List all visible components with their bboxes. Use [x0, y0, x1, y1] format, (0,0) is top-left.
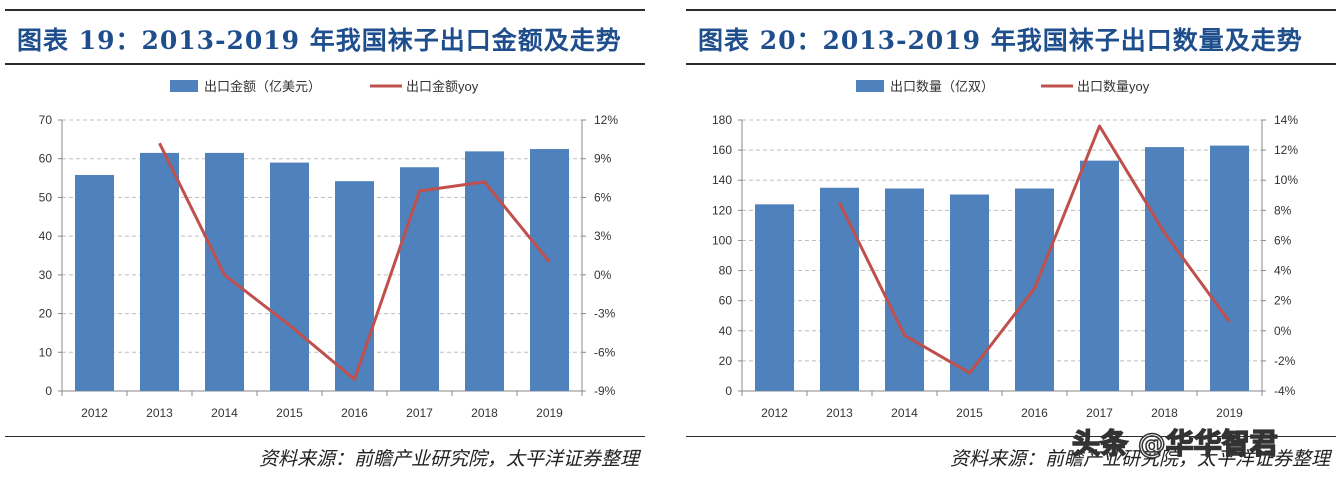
- bar-2013: [140, 152, 179, 391]
- y-right-tick-label: 10%: [1274, 173, 1298, 187]
- export-quantity-chart: 0 20 40 60 80 100 120 140 160 180 -4% -2% 0% 2% 4% 6% 8%…: [712, 79, 1298, 420]
- bar-2016: [335, 181, 374, 391]
- bar-2012: [755, 204, 794, 391]
- y-left-tick-label: 30: [39, 268, 53, 282]
- x-tick-label: 2012: [761, 406, 788, 420]
- y-right-tick-label: 4%: [1274, 264, 1292, 278]
- y-left-tick-label: 10: [39, 345, 53, 359]
- chart-title: 图表 20：2013-2019 年我国袜子出口数量及走势: [698, 26, 1303, 55]
- y-right-tick-label: 12%: [1274, 143, 1298, 157]
- export-value-chart: 0 10 20 30 40 50 60 70 -9% -6% -3% 0% 3% 6% 9% 12% 2012 2…: [39, 79, 619, 420]
- divider: [5, 436, 645, 437]
- y-left-tick-label: 80: [719, 264, 733, 278]
- y-left-tick-label: 20: [39, 307, 53, 321]
- legend-line-label: 出口金额yoy: [406, 79, 479, 94]
- y-left-tick-label: 60: [39, 152, 53, 166]
- y-right-tick-label: 12%: [594, 113, 618, 127]
- y-right-tick-label: 9%: [594, 152, 612, 166]
- chart-panel-export-quantity: 图表 20：2013-2019 年我国袜子出口数量及走势 0 20 40 60 80 10…: [686, 0, 1336, 478]
- y-right-tick-label: 2%: [1274, 294, 1292, 308]
- legend-bar-swatch: [170, 80, 198, 92]
- x-tick-label: 2017: [1086, 406, 1113, 420]
- divider: [686, 436, 1336, 437]
- bar-2019: [1210, 145, 1249, 391]
- y-left-tick-label: 0: [45, 384, 52, 398]
- y-left-tick-label: 120: [712, 203, 732, 217]
- y-right-tick-label: 14%: [1274, 113, 1298, 127]
- bar-2014: [885, 188, 924, 391]
- y-left-tick-label: 100: [712, 233, 732, 247]
- y-right-tick-label: -6%: [594, 345, 616, 359]
- chart-title: 图表 19：2013-2019 年我国袜子出口金额及走势: [17, 26, 622, 55]
- legend-bar-label: 出口数量（亿双）: [890, 79, 994, 94]
- source-note: 资料来源：前瞻产业研究院，太平洋证券整理: [258, 448, 639, 470]
- watermark: 头条 @华华智君: [1071, 426, 1278, 461]
- legend-bar-swatch: [856, 80, 884, 92]
- x-tick-label: 2012: [81, 406, 108, 420]
- x-tick-label: 2018: [1151, 406, 1178, 420]
- y-right-tick-label: 3%: [594, 229, 612, 243]
- y-left-tick-label: 180: [712, 113, 732, 127]
- x-tick-label: 2019: [1216, 406, 1243, 420]
- x-tick-label: 2016: [1021, 406, 1048, 420]
- x-tick-label: 2015: [956, 406, 983, 420]
- x-tick-label: 2014: [891, 406, 918, 420]
- y-right-tick-label: -4%: [1274, 384, 1296, 398]
- y-right-tick-label: -9%: [594, 384, 616, 398]
- y-right-tick-label: 6%: [1274, 233, 1292, 247]
- x-tick-label: 2013: [146, 406, 173, 420]
- legend-bar-label: 出口金额（亿美元）: [204, 79, 321, 94]
- yoy-line: [158, 142, 551, 381]
- y-left-tick-label: 50: [39, 190, 53, 204]
- bar-2017: [1080, 160, 1119, 391]
- y-right-tick-label: -2%: [1274, 354, 1296, 368]
- y-right-tick-label: 0%: [1274, 324, 1292, 338]
- y-left-tick-label: 160: [712, 143, 732, 157]
- bar-2019: [530, 149, 569, 391]
- bar-2018: [1145, 147, 1184, 391]
- bar-2015: [950, 194, 989, 391]
- x-tick-label: 2019: [536, 406, 563, 420]
- y-left-tick-label: 40: [719, 324, 733, 338]
- y-left-tick-label: 20: [719, 354, 733, 368]
- x-tick-label: 2014: [211, 406, 238, 420]
- chart-panel-export-value: 图表 19：2013-2019 年我国袜子出口金额及走势 0 10 20 30 40 50…: [5, 0, 645, 478]
- y-right-tick-label: -3%: [594, 307, 616, 321]
- bar-2018: [465, 151, 504, 391]
- source-note: 资料来源：前瞻产业研究院，太平洋证券整理: [949, 448, 1330, 470]
- bar-2013: [820, 187, 859, 391]
- x-tick-label: 2016: [341, 406, 368, 420]
- bar-2015: [270, 162, 309, 391]
- y-left-tick-label: 60: [719, 294, 733, 308]
- x-tick-label: 2017: [406, 406, 433, 420]
- y-right-tick-label: 8%: [1274, 203, 1292, 217]
- y-left-tick-label: 40: [39, 229, 53, 243]
- bar-2017: [400, 167, 439, 391]
- title-bar: 图表 19：2013-2019 年我国袜子出口金额及走势: [5, 9, 645, 65]
- x-tick-label: 2015: [276, 406, 303, 420]
- x-tick-label: 2013: [826, 406, 853, 420]
- title-bar: 图表 20：2013-2019 年我国袜子出口数量及走势: [686, 9, 1336, 65]
- y-left-tick-label: 140: [712, 173, 732, 187]
- y-left-tick-label: 0: [725, 384, 732, 398]
- y-right-tick-label: 6%: [594, 190, 612, 204]
- x-tick-label: 2018: [471, 406, 498, 420]
- y-right-tick-label: 0%: [594, 268, 612, 282]
- y-left-tick-label: 70: [39, 113, 53, 127]
- legend-line-label: 出口数量yoy: [1077, 79, 1150, 94]
- bar-2012: [75, 174, 114, 391]
